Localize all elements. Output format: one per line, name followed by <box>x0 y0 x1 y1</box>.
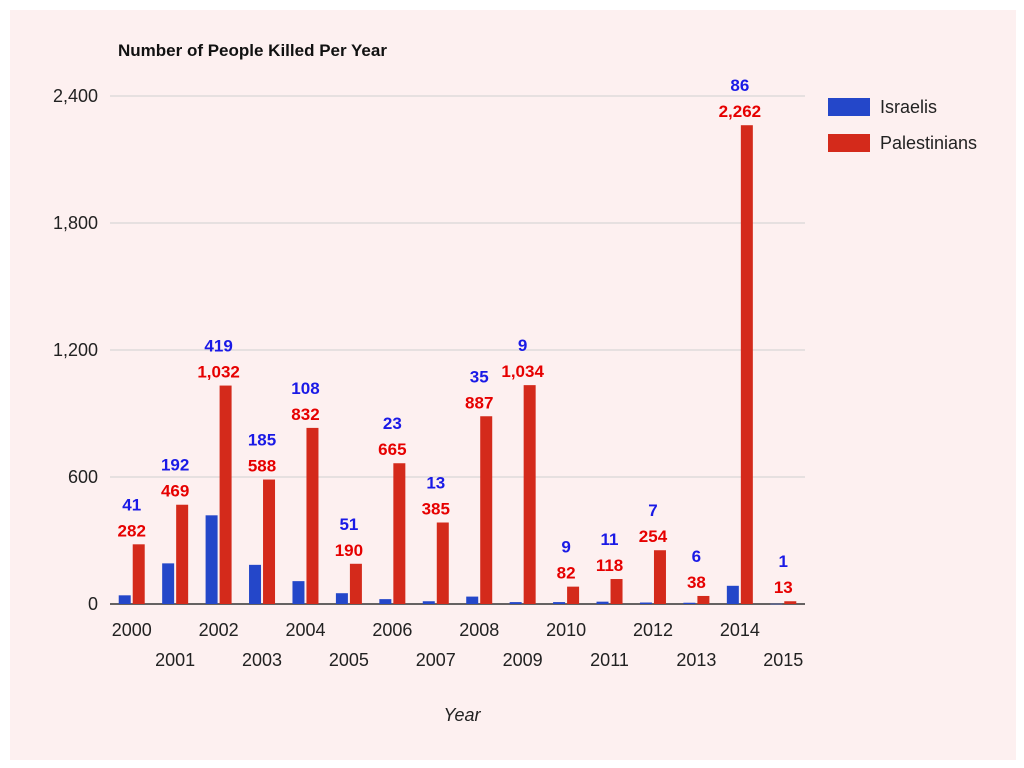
x-axis-label: Year <box>443 705 481 725</box>
bar-palestinians <box>219 385 232 604</box>
data-label-palestinians: 190 <box>335 541 363 560</box>
bar-israelis <box>509 602 522 604</box>
x-tick-label: 2008 <box>459 620 499 640</box>
x-tick-label: 2012 <box>633 620 673 640</box>
data-label-palestinians: 832 <box>291 405 319 424</box>
y-tick-label: 1,200 <box>53 340 98 360</box>
x-tick-label: 2007 <box>416 650 456 670</box>
data-label-palestinians: 2,262 <box>719 102 762 121</box>
bar-palestinians <box>697 595 710 604</box>
x-tick-label: 2010 <box>546 620 586 640</box>
y-tick-label: 0 <box>88 594 98 614</box>
data-label-palestinians: 82 <box>557 564 576 583</box>
bar-israelis <box>726 585 739 604</box>
y-axis-ticks: 0 600 1,200 1,800 2,400 <box>53 86 98 614</box>
bar-israelis <box>639 602 652 604</box>
bar-palestinians <box>610 579 623 604</box>
bar-israelis <box>683 602 696 604</box>
legend-label-israelis: Israelis <box>880 97 937 117</box>
bar-israelis <box>596 601 609 604</box>
x-axis-ticks: 2000200120022003200420052006200720082009… <box>112 620 804 670</box>
x-tick-label: 2013 <box>676 650 716 670</box>
data-label-palestinians: 13 <box>774 578 793 597</box>
bar-israelis <box>770 603 783 605</box>
bar-palestinians <box>263 479 276 604</box>
data-labels: 282 41 469 192 1,032 419 588 185 832 108 190 51 665 2… <box>118 76 793 597</box>
x-tick-label: 2001 <box>155 650 195 670</box>
data-label-israelis: 13 <box>426 474 445 493</box>
bar-israelis <box>162 563 175 604</box>
bar-israelis <box>335 593 348 604</box>
bar-palestinians <box>740 125 753 605</box>
x-tick-label: 2009 <box>503 650 543 670</box>
data-label-israelis: 192 <box>161 456 189 475</box>
data-label-israelis: 51 <box>339 515 358 534</box>
data-label-israelis: 6 <box>692 547 701 566</box>
bar-palestinians <box>784 601 797 604</box>
data-label-palestinians: 38 <box>687 573 706 592</box>
bar-israelis <box>422 601 435 604</box>
data-label-palestinians: 282 <box>118 521 146 540</box>
y-tick-label: 2,400 <box>53 86 98 106</box>
x-tick-label: 2014 <box>720 620 760 640</box>
bar-palestinians <box>436 522 449 604</box>
data-label-israelis: 11 <box>601 530 619 549</box>
data-label-israelis: 108 <box>291 379 319 398</box>
data-label-israelis: 9 <box>518 336 527 355</box>
bar-palestinians <box>523 385 536 604</box>
bar-israelis <box>249 564 262 604</box>
data-label-palestinians: 469 <box>161 482 189 501</box>
bar-palestinians <box>132 544 145 604</box>
bar-palestinians <box>480 416 493 604</box>
bar-israelis <box>466 596 479 604</box>
x-tick-label: 2000 <box>112 620 152 640</box>
x-tick-label: 2015 <box>763 650 803 670</box>
chart-title: Number of People Killed Per Year <box>118 41 387 60</box>
bar-israelis <box>553 602 566 604</box>
data-label-palestinians: 665 <box>378 440 406 459</box>
bar-israelis <box>292 581 305 604</box>
data-label-israelis: 185 <box>248 431 276 450</box>
bars <box>118 125 797 605</box>
x-tick-label: 2004 <box>285 620 325 640</box>
data-label-israelis: 419 <box>204 337 232 356</box>
x-tick-label: 2005 <box>329 650 369 670</box>
data-label-israelis: 86 <box>730 76 749 95</box>
data-label-israelis: 7 <box>648 501 657 520</box>
bar-israelis <box>205 515 218 604</box>
legend-label-palestinians: Palestinians <box>880 133 977 153</box>
legend-swatch-palestinians <box>828 134 870 152</box>
x-tick-label: 2011 <box>590 650 629 670</box>
bar-israelis <box>379 599 392 604</box>
chart-panel: Number of People Killed Per Year 282 41 46… <box>10 10 1016 760</box>
data-label-palestinians: 1,032 <box>197 363 240 382</box>
data-label-palestinians: 385 <box>422 500 450 519</box>
bar-palestinians <box>306 427 319 604</box>
bar-palestinians <box>567 586 580 604</box>
bar-palestinians <box>393 463 406 604</box>
legend-swatch-israelis <box>828 98 870 116</box>
bar-israelis <box>118 595 131 604</box>
bar-chart: Number of People Killed Per Year 282 41 46… <box>53 41 977 725</box>
x-tick-label: 2002 <box>199 620 239 640</box>
data-label-palestinians: 1,034 <box>501 362 544 381</box>
x-tick-label: 2006 <box>372 620 412 640</box>
legend: Israelis Palestinians <box>828 97 977 153</box>
data-label-israelis: 35 <box>470 367 489 386</box>
data-label-israelis: 41 <box>122 495 141 514</box>
y-tick-label: 600 <box>68 467 98 487</box>
bar-palestinians <box>653 550 666 604</box>
bar-palestinians <box>349 563 362 604</box>
bar-palestinians <box>176 504 189 604</box>
y-tick-label: 1,800 <box>53 213 98 233</box>
data-label-palestinians: 588 <box>248 457 276 476</box>
data-label-palestinians: 887 <box>465 393 493 412</box>
data-label-israelis: 23 <box>383 414 402 433</box>
x-tick-label: 2003 <box>242 650 282 670</box>
data-label-israelis: 1 <box>779 552 788 571</box>
data-label-palestinians: 118 <box>596 556 623 575</box>
data-label-israelis: 9 <box>561 538 570 557</box>
data-label-palestinians: 254 <box>639 527 668 546</box>
